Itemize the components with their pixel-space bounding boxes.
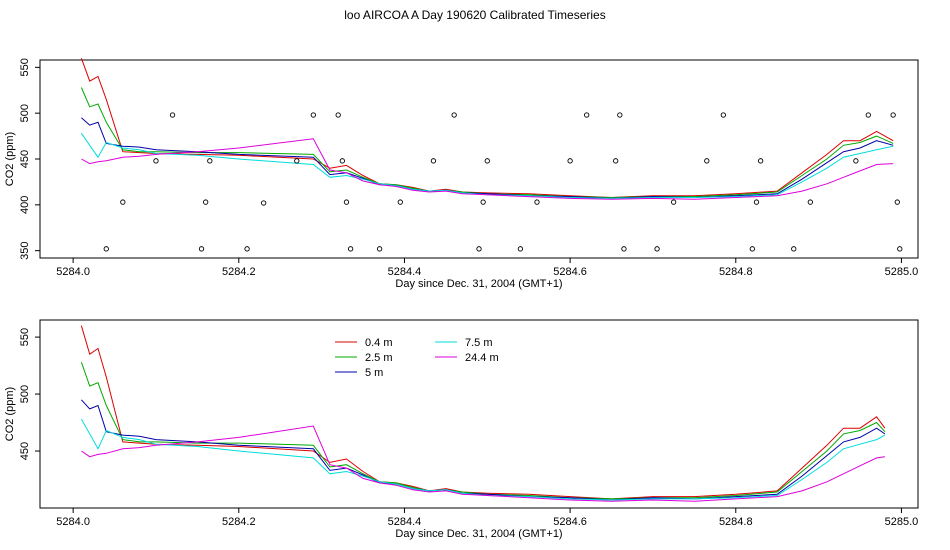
y-axis-label: CO2 (ppm)	[4, 132, 16, 186]
sample-marker	[791, 246, 797, 252]
sample-marker	[671, 199, 677, 205]
plot-frame	[39, 59, 919, 259]
sample-marker	[534, 199, 540, 205]
sample-marker	[757, 158, 764, 164]
y-tick-label: 350	[19, 241, 31, 259]
sample-marker	[343, 199, 350, 205]
sample-marker	[894, 199, 900, 205]
legend-label: 7.5 m	[465, 337, 493, 349]
sample-marker	[890, 112, 896, 118]
x-tick-label: 5284.0	[56, 266, 90, 278]
y-tick-label: 500	[19, 385, 31, 403]
sample-marker	[897, 246, 903, 252]
sample-marker	[198, 246, 205, 252]
x-tick-label: 5284.8	[719, 516, 753, 528]
sample-marker	[339, 158, 345, 164]
sample-marker	[567, 158, 573, 164]
sample-marker	[103, 246, 109, 252]
sample-marker	[347, 246, 354, 252]
sample-marker	[517, 246, 524, 252]
sample-marker	[584, 112, 590, 118]
sample-marker	[613, 158, 619, 164]
series-line-7-5-m	[80, 133, 894, 199]
sample-marker	[203, 199, 209, 205]
series-line-5-m	[81, 117, 894, 199]
sample-marker	[153, 158, 159, 164]
sample-marker	[720, 112, 726, 118]
plot-frame	[39, 319, 919, 509]
x-tick-label: 5284.4	[388, 266, 422, 278]
sample-marker	[865, 112, 871, 118]
sample-marker	[476, 246, 482, 252]
chart-panel-2: 5284.0 5284.2 5284.4 5284.6 5284.8 5285.0 450 5…	[4, 319, 919, 540]
y-tick-label: 550	[19, 58, 31, 76]
legend-label: 0.4 m	[365, 337, 393, 349]
sample-marker	[617, 112, 623, 118]
x-tick-label: 5284.2	[222, 516, 256, 528]
sample-marker	[260, 200, 267, 206]
sample-marker	[120, 199, 126, 205]
series-line-7-5-m	[80, 418, 886, 501]
sample-marker	[207, 158, 213, 164]
x-tick-label: 5285.0	[885, 266, 919, 278]
x-tick-label: 5284.6	[553, 516, 587, 528]
y-tick-label: 450	[19, 150, 31, 168]
y-tick-label: 400	[19, 196, 31, 214]
series-line-24-4-m	[81, 425, 885, 502]
sample-marker	[376, 246, 383, 252]
series-line-0-4-m	[80, 58, 894, 199]
x-tick-label: 5285.0	[885, 516, 919, 528]
y-tick-label: 500	[19, 104, 31, 122]
series-line-2-5-m	[80, 362, 886, 500]
legend-label: 2.5 m	[365, 352, 393, 364]
chart-panel-1: 5284.0 5284.2 5284.4 5284.6 5284.8 5285.0 350 4…	[4, 58, 919, 290]
x-tick-label: 5284.8	[719, 266, 753, 278]
sample-marker	[335, 112, 341, 118]
sample-marker	[310, 112, 316, 118]
sample-marker	[484, 158, 490, 164]
sample-marker	[753, 199, 760, 205]
sample-marker	[397, 199, 403, 205]
series-line-5-m	[81, 399, 886, 501]
y-axis-label: CO2 (ppm)	[4, 387, 16, 441]
sample-marker	[654, 246, 660, 252]
y-tick-label: 550	[19, 328, 31, 346]
sample-marker	[169, 112, 176, 118]
x-tick-label: 5284.4	[388, 516, 422, 528]
x-tick-label: 5284.0	[56, 516, 90, 528]
sample-marker	[807, 199, 813, 205]
x-tick-label: 5284.6	[553, 266, 587, 278]
sample-marker	[451, 112, 457, 118]
sample-marker	[294, 158, 300, 164]
chart-title: loo AIRCOA A Day 190620 Calibrated Times…	[344, 8, 606, 22]
sample-marker	[244, 246, 250, 252]
legend: 0.4 m 2.5 m 5 m 7.5 m 24.4 m	[335, 337, 499, 379]
y-tick-label: 450	[19, 442, 31, 460]
x-axis-label: Day since Dec. 31, 2004 (GMT+1)	[395, 528, 562, 540]
sample-marker	[853, 158, 859, 164]
sample-marker	[749, 246, 755, 252]
sample-marker	[480, 199, 486, 205]
x-tick-label: 5284.2	[222, 266, 256, 278]
x-axis-label: Day since Dec. 31, 2004 (GMT+1)	[395, 278, 562, 290]
sample-marker	[430, 158, 437, 164]
legend-label: 5 m	[365, 367, 383, 379]
series-line-24-4-m	[81, 138, 894, 200]
series-line-2-5-m	[80, 87, 894, 199]
sample-marker	[704, 158, 710, 164]
legend-label: 24.4 m	[465, 352, 499, 364]
sample-marker	[621, 246, 627, 252]
